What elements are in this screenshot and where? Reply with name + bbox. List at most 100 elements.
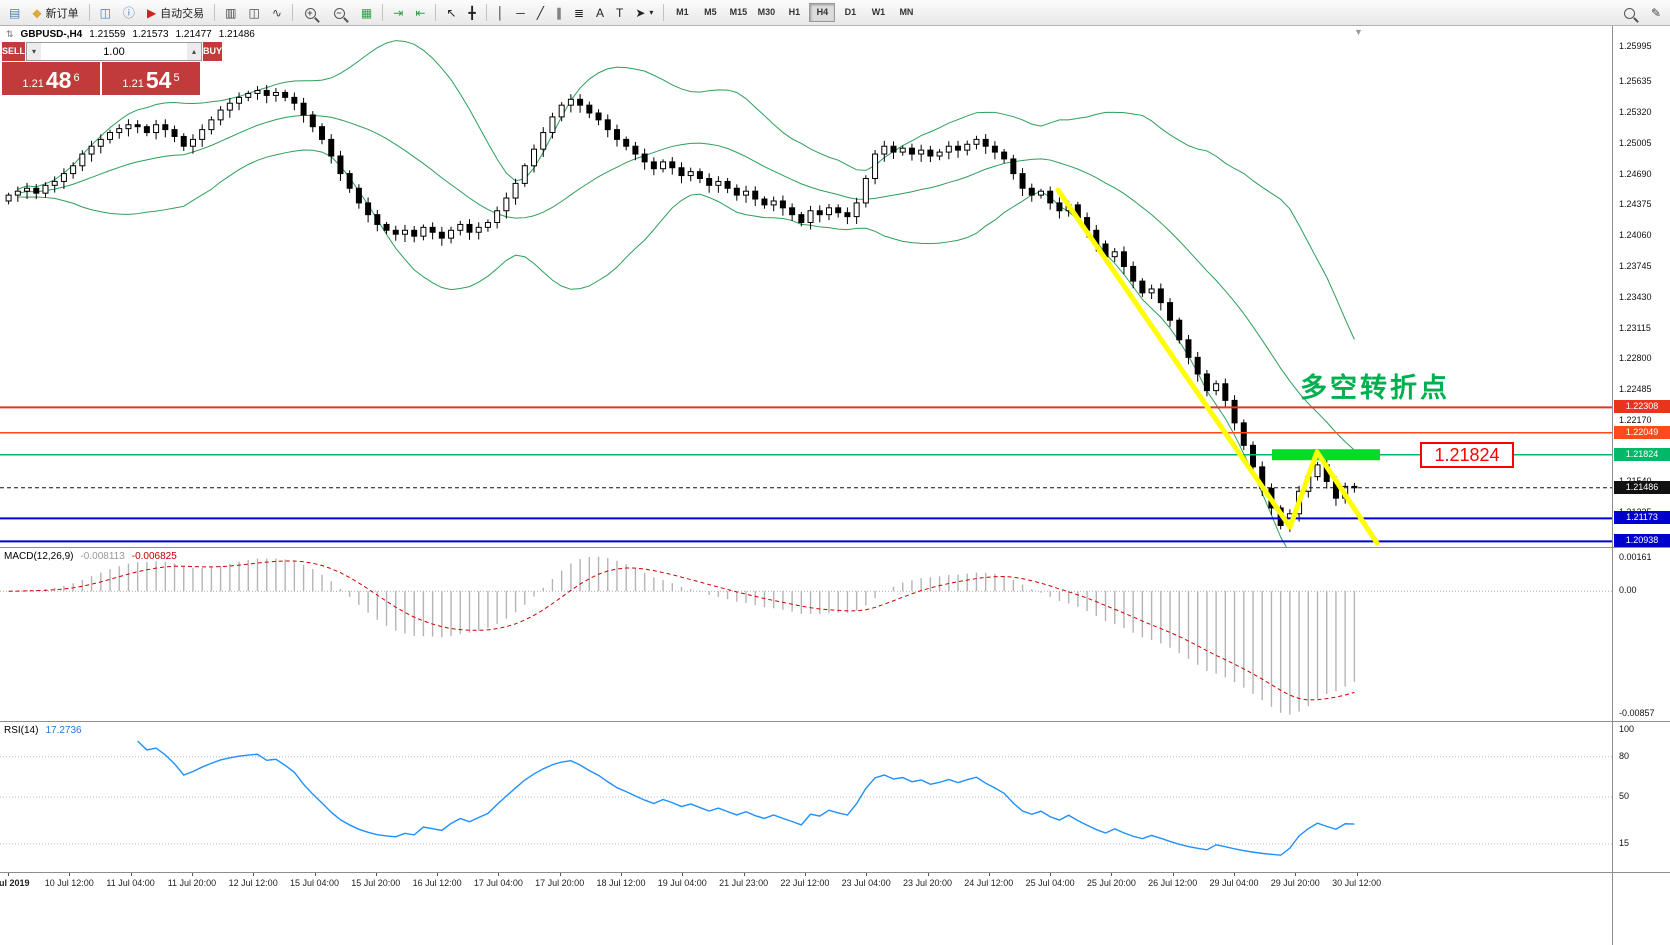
horizontal-line-icon[interactable]: ─ [511,2,530,23]
axis-tick: 1.25635 [1619,76,1652,87]
auto-trading-button-label: 自动交易 [160,7,205,20]
time-label: 23 Jul 20:00 [902,878,953,888]
toolbar: ▤ ◆ 新订单 ◫ ⓘ ▶ 自动交易 ▥ ◫ ∿ + − ▦ ⇥ ⇤ ↖ ╋ │ ─ ╱ ∥ ≣ A T ➤ ▾ M1 M5 M15 M3… [0,0,1670,26]
text-icon[interactable]: A [591,2,609,23]
market-watch-icon-glyph: ◫ [99,5,111,20]
price-level-callout[interactable]: 1.21824 [1420,442,1514,468]
macd-signal-line [8,560,1355,701]
toolbar-sep [663,4,665,21]
axis-tick: -0.00857 [1619,708,1655,718]
macd-histogram [17,556,1356,715]
timeframe-m15[interactable]: M15 [725,3,751,22]
dropdown-caret[interactable]: ▾ [649,8,654,17]
time-tick [191,873,193,876]
buy-button[interactable]: 1.21 54 5 [102,62,200,95]
time-label: 26 Jul 12:00 [1148,878,1198,888]
toolbar-sep [214,4,216,21]
time-tick [1356,873,1358,876]
market-watch-icon[interactable]: ◫ [95,2,116,23]
time-tick [1172,873,1174,876]
panel-separator[interactable] [0,547,1670,548]
timeframe-m1[interactable]: M1 [669,3,695,22]
crosshair-icon[interactable]: ╋ [463,2,480,23]
time-tick [375,873,377,876]
new-order-button[interactable]: ◆ 新订单 [27,2,83,23]
auto-scroll-icon-glyph: ⇥ [393,5,404,20]
timeframe-h4[interactable]: H4 [809,3,836,22]
trendline-icon[interactable]: ╱ [532,2,549,23]
sell-price-main: 48 [45,67,72,93]
volume-decrease-button[interactable]: ▾ [27,43,42,60]
time-tick [498,873,500,876]
time-label: 12 Jul 12:00 [228,878,278,888]
sell-button[interactable]: 1.21 48 6 [2,62,100,95]
time-label: 30 Jul 12:00 [1332,878,1382,888]
timeframe-w1[interactable]: W1 [865,3,891,22]
axis-tick: 1.24060 [1619,230,1652,241]
price-chart-panel[interactable]: ⇅ GBPUSD-,H4 1.21559 1.21573 1.21477 1.2… [0,26,1612,548]
time-tick [1050,873,1052,876]
time-tick [743,873,745,876]
channel-icon[interactable]: ∥ [551,2,567,23]
time-label: 24 Jul 12:00 [964,878,1014,888]
time-label: 25 Jul 04:00 [1025,878,1075,888]
data-window-icon[interactable]: ⓘ [118,2,140,23]
axis-tick: 1.22170 [1619,414,1652,425]
tile-windows-icon[interactable]: ▦ [356,2,377,23]
label-icon[interactable]: T [611,2,628,23]
zoom-in-icon[interactable]: + [298,2,325,23]
axis-tick: 50 [1619,791,1630,801]
fibonacci-icon[interactable]: ≣ [569,2,589,23]
auto-trading-glyph: ▶ [146,5,157,20]
axis-tick: 1.23745 [1619,260,1652,271]
candlestick-chart-icon[interactable]: ◫ [244,2,265,23]
bar-chart-icon[interactable]: ▥ [220,2,241,23]
vertical-line-icon[interactable]: │ [492,2,510,23]
panel-separator[interactable] [0,721,1670,722]
zoom-out-icon: − [333,7,345,19]
new-order-glyph: ◆ [32,5,42,20]
volume-input[interactable] [41,43,188,60]
timeframe-m5[interactable]: M5 [697,3,723,22]
macd-panel[interactable]: MACD(12,26,9) -0.008113 -0.006825 [0,548,1612,722]
trendline-icon-glyph: ╱ [536,5,544,20]
support-zone[interactable] [1272,449,1380,461]
vertical-line-icon-glyph: │ [496,5,505,20]
edit-icon[interactable]: ✎ [1646,2,1666,23]
timeframe-mn[interactable]: MN [893,3,919,22]
level-badge: 1.22308 [1614,400,1670,414]
rsi-panel[interactable]: RSI(14) 17.2736 [0,722,1612,872]
arrows-tool-icon[interactable]: ➤ ▾ [630,2,658,23]
timeframe-m30[interactable]: M30 [753,3,779,22]
volume-increase-button[interactable]: ▴ [187,43,202,60]
chart-shift-icon[interactable]: ⇤ [410,2,430,23]
chart-shift-marker[interactable]: ▼ [1354,27,1363,37]
time-label: 25 Jul 20:00 [1086,878,1136,888]
timeframe-h1[interactable]: H1 [781,3,807,22]
turning-point-annotation[interactable]: 多空转折点 [1300,373,1450,403]
crosshair-icon-glyph: ╋ [468,5,476,20]
time-axis[interactable]: 9 Jul 2019 10 Jul 12:00 11 Jul 04:00 11 Jul… [0,873,1612,945]
search-icon[interactable] [1617,2,1644,23]
buy-price-pip: 5 [173,72,180,84]
buy-price-main: 54 [145,67,172,93]
auto-scroll-icon[interactable]: ⇥ [388,2,408,23]
time-label: 19 Jul 04:00 [657,878,707,888]
terminal-chart-icon[interactable]: ▤ [4,2,25,23]
price-axis[interactable]: 1.25995 1.25635 1.25320 1.25005 1.24690 1.243… [1612,26,1670,945]
sell-price-prefix: 1.21 [22,78,44,90]
panel-separator[interactable] [0,872,1670,873]
timeframe-d1[interactable]: D1 [837,3,863,22]
toolbar-sep [88,4,90,21]
auto-trading-button[interactable]: ▶ 自动交易 [142,2,209,23]
line-chart-icon[interactable]: ∿ [267,2,287,23]
cursor-icon[interactable]: ↖ [441,2,461,23]
trend-line-annotation[interactable] [1055,187,1380,546]
level-badge: 1.21824 [1614,447,1670,461]
line-chart-icon-glyph: ∿ [271,5,282,20]
time-tick [314,873,316,876]
time-tick [437,873,439,876]
time-label: 23 Jul 04:00 [841,878,891,888]
edit-icon-glyph: ✎ [1650,5,1661,20]
zoom-out-icon[interactable]: − [327,2,354,23]
